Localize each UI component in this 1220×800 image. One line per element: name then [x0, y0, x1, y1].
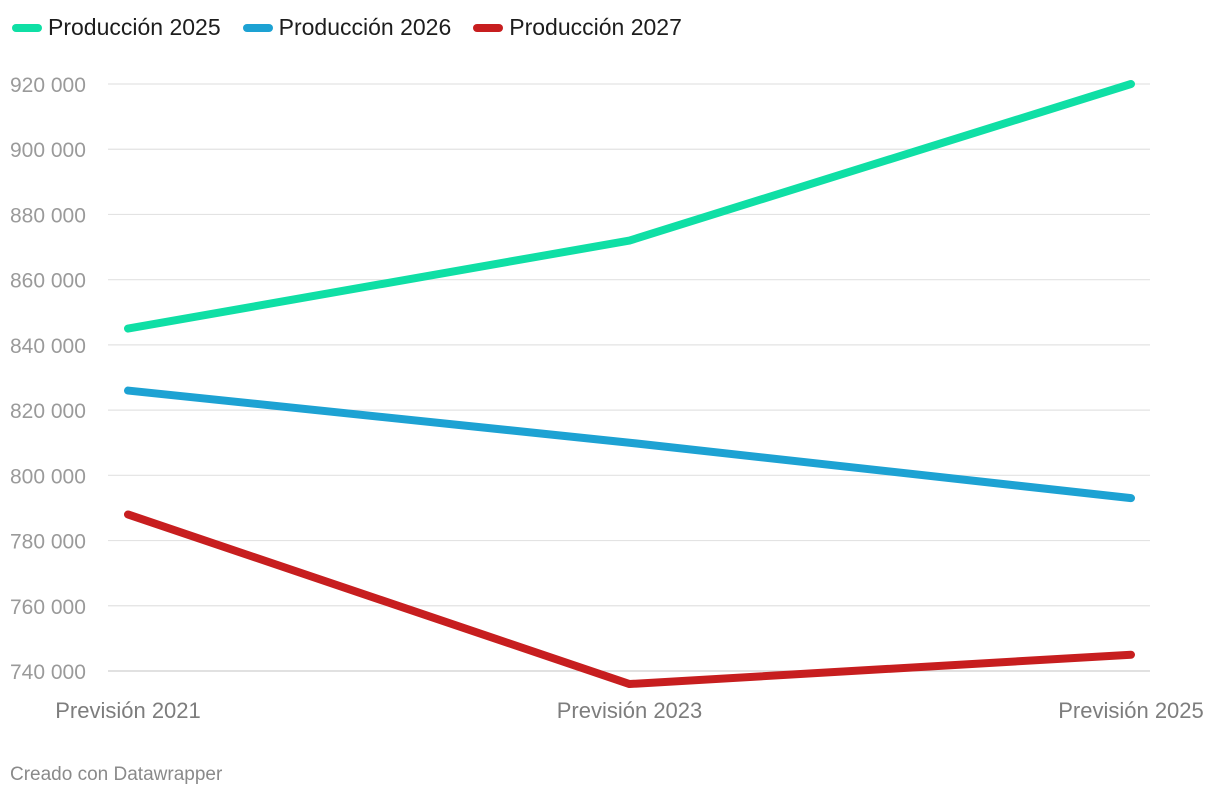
legend-item-produccion-2027: Producción 2027	[473, 14, 682, 41]
y-tick-label: 740 000	[10, 661, 86, 684]
chart-legend: Producción 2025 Producción 2026 Producci…	[12, 14, 682, 41]
y-tick-label: 760 000	[10, 596, 86, 619]
legend-swatch-produccion-2026	[242, 23, 273, 32]
legend-label-produccion-2025: Producción 2025	[48, 14, 221, 40]
series-line-producci-n-2027	[124, 510, 1135, 689]
y-tick-label: 840 000	[10, 335, 86, 358]
y-tick-label: 920 000	[10, 74, 86, 97]
series-line-producci-n-2026	[124, 386, 1135, 503]
datawrapper-credit: Creado con Datawrapper	[10, 764, 223, 785]
series-line-producci-n-2025	[124, 80, 1135, 333]
y-tick-label: 880 000	[10, 204, 86, 227]
legend-swatch-produccion-2025	[12, 23, 42, 32]
y-tick-label: 800 000	[10, 465, 86, 488]
x-tick-label: Previsión 2021	[55, 698, 201, 723]
legend-swatch-produccion-2027	[473, 23, 504, 32]
y-tick-label: 780 000	[10, 531, 86, 554]
legend-label-produccion-2027: Producción 2027	[509, 14, 682, 40]
y-tick-label: 860 000	[10, 270, 86, 293]
legend-item-produccion-2026: Producción 2026	[242, 14, 452, 41]
x-tick-label: Previsión 2023	[557, 698, 703, 723]
legend-item-produccion-2025: Producción 2025	[12, 14, 221, 41]
legend-label-produccion-2026: Producción 2026	[278, 14, 452, 40]
y-tick-label: 820 000	[10, 400, 86, 423]
y-tick-label: 900 000	[10, 139, 86, 162]
x-tick-label: Previsión 2025	[1058, 698, 1204, 723]
